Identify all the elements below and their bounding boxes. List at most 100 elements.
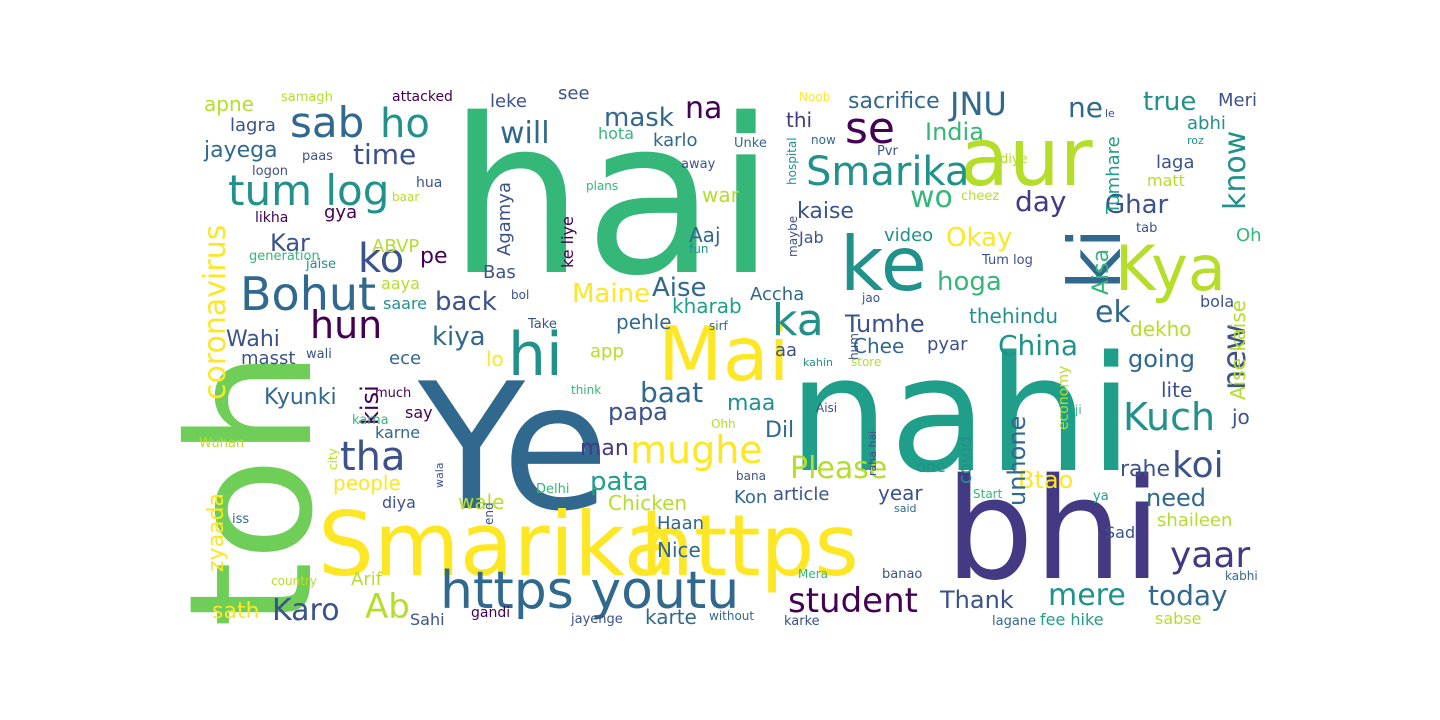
word-maybe: maybe [786,216,800,257]
word-wuhan: Wuhan [199,436,244,451]
word-logon: logon [252,164,288,179]
word-mai: Mai [658,310,790,398]
word-unhone: unhone [1003,416,1031,506]
word-dil: Dil [765,418,794,443]
word-time: time [353,138,416,171]
word-gya: gya [324,202,357,223]
word-pehle: pehle [616,310,672,334]
word-masst: masst [241,348,295,369]
word-ghar: Ghar [1105,190,1169,220]
word-pyar: pyar [927,334,968,355]
word-aise-kaise: Aise kaise [1226,300,1250,400]
word-nahi: nahi [788,321,1133,508]
word-papa: papa [608,398,668,426]
word-https-youtu: https youtu [440,561,739,621]
word-ohh: Ohh [711,417,736,431]
word-aise: Aise [652,273,707,303]
word-bol: bol [511,288,529,302]
word-diye: diye [1000,152,1028,167]
word-lagra: lagra [230,115,276,136]
word-covid: covid [955,436,976,484]
word-shaileen: shaileen [1157,510,1232,531]
word-plans: plans [586,179,618,193]
word-diya: diya [382,493,416,512]
word-true: true [1143,87,1196,117]
word-know: know [1218,131,1253,210]
word-maa: maa [727,391,775,416]
word-smarika: Smarika [806,149,969,195]
word-ya: ya [1093,489,1109,504]
word-aisi: Aisi [816,401,837,415]
word-delhi: Delhi [536,482,569,497]
word-kisi: kisi [356,385,384,425]
word-toh: toh [153,350,351,628]
word-chee: Chee [853,334,904,358]
word-thank: Thank [939,586,1014,614]
word-wahi: Wahi [226,327,280,352]
word-oh: Oh [1236,225,1262,246]
word-mughe: mughe [630,428,763,472]
word-abvp: ABVP [372,236,419,257]
word-jab: Jab [798,228,824,247]
word-arif: Arif [351,569,383,590]
word-kyunki: Kyunki [264,385,337,410]
word-thi: thi [786,108,812,132]
word-hua: hua [416,175,442,191]
word-tumhe: Tumhe [844,310,925,338]
word-attacked: attacked [392,89,453,105]
word-jayega: jayega [203,138,278,163]
word-tum-log: tum log [228,166,389,215]
word-end: end [482,502,496,525]
word-city: city [326,448,340,470]
word-dekho: dekho [1130,317,1192,341]
word-year: year [878,481,923,505]
word-kuch: Kuch [1123,395,1215,439]
word-laga: laga [1156,152,1195,173]
word-haan: Haan [657,513,704,534]
word-wali: wali [306,347,332,362]
word-one: one [916,457,946,476]
word-new: new [1215,324,1253,390]
word-aur: aur [960,111,1093,204]
word-baat: baat [640,376,703,409]
word-sabse: sabse [1155,609,1201,628]
word-india: India [925,118,984,146]
word-will: will [500,116,550,151]
word-please: Please [790,451,887,486]
word-much: much [375,386,411,401]
word-pe: pe [420,244,448,269]
word-se: se [845,103,895,154]
word-fee-hike: fee hike [1040,610,1104,629]
word-karna: karna [352,413,389,428]
word-war: war [702,183,740,207]
word-hospital: hospital [785,137,799,185]
word-going: going [1128,345,1195,373]
word-jnu: JNU [948,85,1007,123]
word-aa: aa [775,340,797,361]
word-koi: koi [1172,445,1224,486]
word-rahe: rahe [1120,457,1170,482]
word-meri: Meri [1218,90,1257,111]
word-video: video [884,225,933,246]
word-pata: pata [590,467,649,497]
word-wala: wala [433,462,446,488]
word-na: na [685,91,722,126]
word-zyaada: zyaada [204,493,229,572]
word-kahin: kahin [803,356,833,369]
word-back: back [435,287,497,317]
word-ye: Ye [417,347,609,550]
word-karke: karke [784,614,820,629]
word-aaya: aaya [381,274,420,293]
word-ece: ece [389,348,421,369]
word-raha-hai: raha hai [866,431,879,476]
word-ab: Ab [365,587,410,627]
word-see: see [558,83,590,104]
word-tha: tha [340,434,406,480]
word-bas: Bas [483,262,516,283]
word-country: country [271,574,317,588]
word-lagane: lagane [992,614,1036,629]
word-mera: Mera [798,567,828,581]
word-jayenge: jayenge [570,612,623,627]
word-ji: ji [1074,403,1082,417]
